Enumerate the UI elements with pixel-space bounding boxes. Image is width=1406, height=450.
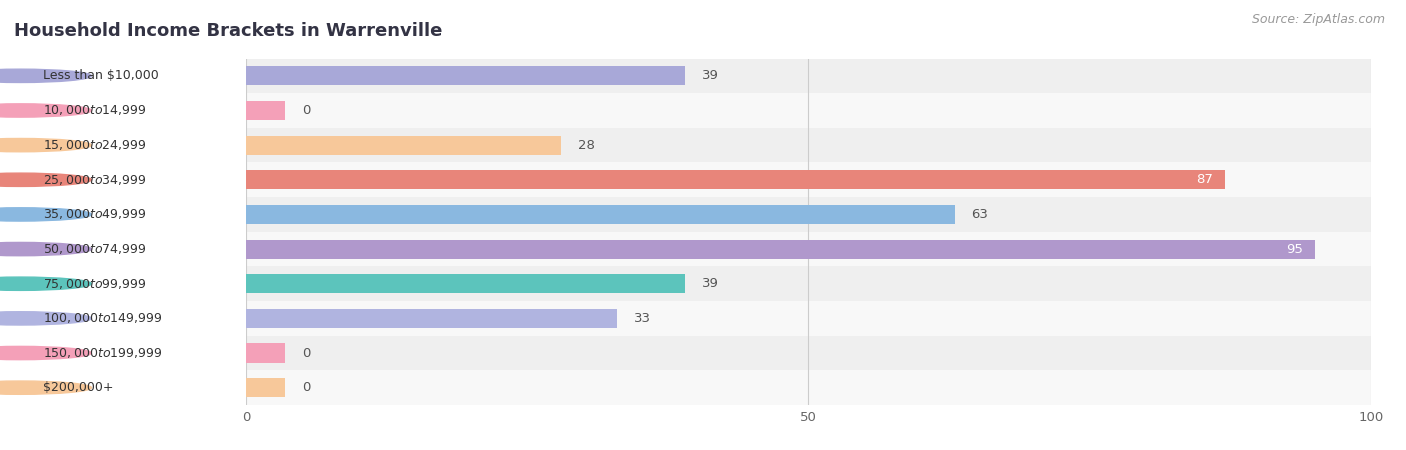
Bar (246, 128, 1371, 162)
Text: Less than $10,000: Less than $10,000 (42, 69, 159, 82)
Text: Source: ZipAtlas.com: Source: ZipAtlas.com (1251, 14, 1385, 27)
FancyBboxPatch shape (0, 99, 240, 122)
Bar (246, 162, 1371, 197)
Bar (246, 205, 955, 224)
Text: 0: 0 (302, 346, 311, 360)
FancyBboxPatch shape (0, 342, 240, 365)
Bar (246, 66, 685, 86)
Text: 39: 39 (702, 69, 718, 82)
Circle shape (0, 381, 91, 394)
Text: 0: 0 (302, 104, 311, 117)
Bar (246, 239, 1315, 259)
Text: 33: 33 (634, 312, 651, 325)
Bar (246, 370, 1371, 405)
Circle shape (0, 69, 91, 82)
Text: $75,000 to $99,999: $75,000 to $99,999 (42, 277, 146, 291)
FancyBboxPatch shape (0, 134, 240, 157)
Text: 95: 95 (1286, 243, 1303, 256)
Text: 0: 0 (302, 381, 311, 394)
Bar (246, 274, 685, 293)
Bar (246, 378, 285, 397)
Text: $15,000 to $24,999: $15,000 to $24,999 (42, 138, 146, 152)
Text: 28: 28 (578, 139, 595, 152)
Circle shape (0, 139, 91, 152)
Text: $25,000 to $34,999: $25,000 to $34,999 (42, 173, 146, 187)
FancyBboxPatch shape (0, 376, 240, 399)
Bar (246, 343, 285, 363)
Bar (246, 58, 1371, 93)
Text: $35,000 to $49,999: $35,000 to $49,999 (42, 207, 146, 221)
Bar (246, 232, 1371, 266)
FancyBboxPatch shape (0, 203, 240, 226)
Circle shape (0, 173, 91, 186)
Bar (246, 301, 1371, 336)
FancyBboxPatch shape (0, 307, 240, 330)
Circle shape (0, 208, 91, 221)
FancyBboxPatch shape (0, 168, 240, 191)
Text: $100,000 to $149,999: $100,000 to $149,999 (42, 311, 162, 325)
Bar (246, 197, 1371, 232)
FancyBboxPatch shape (0, 64, 240, 87)
Bar (246, 309, 617, 328)
Text: Household Income Brackets in Warrenville: Household Income Brackets in Warrenville (14, 22, 443, 40)
Bar (246, 170, 1225, 189)
Circle shape (0, 346, 91, 360)
Circle shape (0, 277, 91, 290)
Bar (246, 266, 1371, 301)
Text: 63: 63 (972, 208, 988, 221)
Circle shape (0, 243, 91, 256)
Bar (246, 336, 1371, 370)
Bar (246, 93, 1371, 128)
FancyBboxPatch shape (0, 272, 240, 295)
Text: $150,000 to $199,999: $150,000 to $199,999 (42, 346, 162, 360)
FancyBboxPatch shape (0, 238, 240, 261)
Text: 87: 87 (1197, 173, 1213, 186)
Text: $10,000 to $14,999: $10,000 to $14,999 (42, 104, 146, 117)
Bar (246, 101, 285, 120)
Bar (246, 135, 561, 155)
Text: 39: 39 (702, 277, 718, 290)
Circle shape (0, 312, 91, 325)
Text: $200,000+: $200,000+ (42, 381, 112, 394)
Circle shape (0, 104, 91, 117)
Text: $50,000 to $74,999: $50,000 to $74,999 (42, 242, 146, 256)
